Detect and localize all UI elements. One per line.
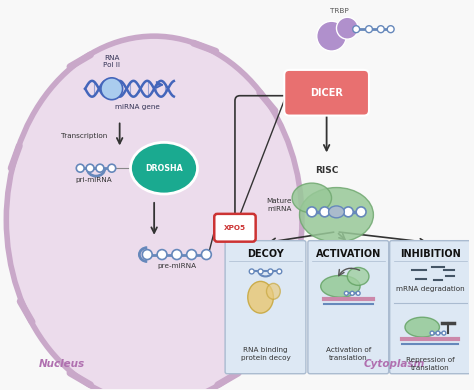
Text: Activation of
translation: Activation of translation: [326, 347, 371, 361]
Text: RISC: RISC: [315, 166, 338, 175]
Ellipse shape: [328, 206, 344, 218]
Circle shape: [258, 269, 263, 274]
Text: DECOY: DECOY: [247, 248, 284, 259]
Text: Repression of
translation: Repression of translation: [406, 357, 455, 370]
Circle shape: [387, 26, 394, 33]
Text: DROSHA: DROSHA: [145, 164, 183, 173]
Circle shape: [436, 331, 440, 335]
Circle shape: [377, 26, 384, 33]
Text: Transcription: Transcription: [61, 133, 107, 139]
Ellipse shape: [248, 281, 273, 313]
Circle shape: [442, 331, 446, 335]
Circle shape: [307, 207, 317, 217]
Text: RNA binding
protein decoy: RNA binding protein decoy: [241, 347, 291, 361]
Text: Nucleus: Nucleus: [39, 359, 85, 369]
Circle shape: [76, 164, 84, 172]
Text: miRNA gene: miRNA gene: [115, 104, 160, 110]
Circle shape: [201, 250, 211, 259]
Ellipse shape: [292, 183, 331, 213]
Circle shape: [268, 269, 273, 274]
Circle shape: [319, 207, 329, 217]
Circle shape: [249, 269, 254, 274]
Circle shape: [187, 250, 197, 259]
Circle shape: [142, 250, 152, 259]
Circle shape: [86, 164, 94, 172]
Ellipse shape: [6, 36, 302, 390]
FancyBboxPatch shape: [225, 241, 306, 374]
Circle shape: [343, 207, 353, 217]
Circle shape: [353, 26, 360, 33]
Text: RNA
Pol II: RNA Pol II: [103, 55, 120, 68]
Text: pri-miRNA: pri-miRNA: [75, 177, 112, 183]
Text: Mature
miRNA: Mature miRNA: [266, 198, 292, 212]
Text: pre-miRNA: pre-miRNA: [157, 264, 196, 269]
Circle shape: [337, 17, 358, 39]
Ellipse shape: [405, 317, 439, 337]
Ellipse shape: [266, 284, 280, 299]
Circle shape: [356, 291, 360, 295]
Circle shape: [344, 291, 348, 295]
Text: INHIBITION: INHIBITION: [400, 248, 460, 259]
FancyBboxPatch shape: [284, 70, 369, 115]
Circle shape: [350, 291, 354, 295]
FancyBboxPatch shape: [390, 241, 471, 374]
Ellipse shape: [321, 275, 360, 297]
Circle shape: [96, 164, 104, 172]
Circle shape: [157, 250, 167, 259]
Circle shape: [356, 207, 366, 217]
Ellipse shape: [347, 268, 369, 285]
Text: TRBP: TRBP: [330, 8, 349, 14]
Circle shape: [172, 250, 182, 259]
Text: mRNA degradation: mRNA degradation: [396, 286, 465, 292]
Circle shape: [108, 164, 116, 172]
Ellipse shape: [300, 188, 374, 242]
Circle shape: [101, 78, 123, 100]
Circle shape: [277, 269, 282, 274]
Circle shape: [317, 21, 346, 51]
Circle shape: [331, 207, 341, 217]
Text: ACTIVATION: ACTIVATION: [316, 248, 381, 259]
Text: XPO5: XPO5: [224, 225, 246, 231]
Text: DICER: DICER: [310, 88, 343, 98]
Ellipse shape: [130, 142, 198, 194]
Circle shape: [365, 26, 373, 33]
FancyBboxPatch shape: [214, 214, 255, 242]
Circle shape: [430, 331, 434, 335]
Text: Cytoplasm: Cytoplasm: [364, 359, 425, 369]
FancyBboxPatch shape: [308, 241, 389, 374]
